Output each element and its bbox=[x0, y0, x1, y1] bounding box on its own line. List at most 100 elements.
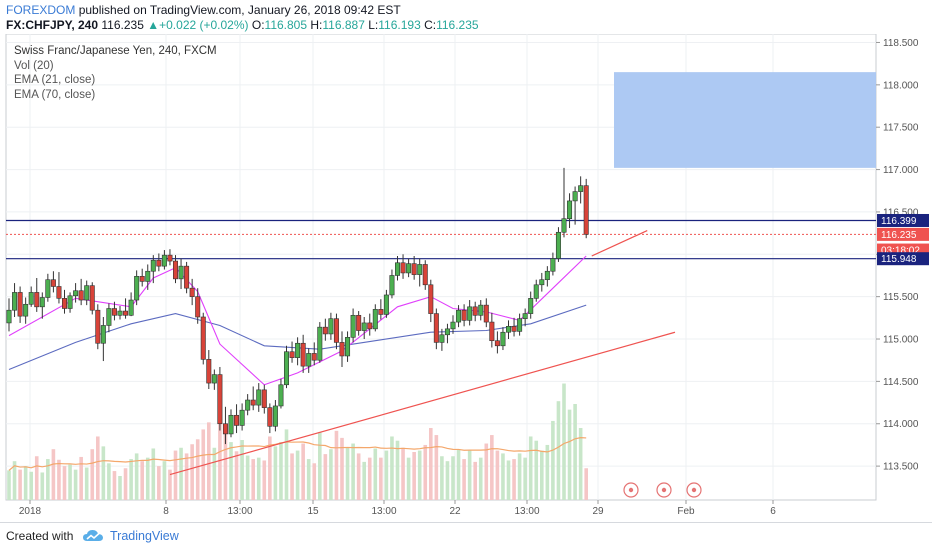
trendline-resistance[interactable] bbox=[591, 230, 648, 257]
candle bbox=[217, 366, 223, 431]
volume-bar bbox=[423, 444, 428, 500]
candle-body bbox=[178, 265, 184, 280]
change-value: +0.022 (+0.02%) bbox=[159, 18, 249, 32]
volume-bar bbox=[7, 470, 11, 500]
candle bbox=[261, 384, 267, 414]
volume-bar bbox=[401, 447, 405, 500]
candle bbox=[422, 260, 428, 290]
candle-body bbox=[500, 331, 506, 347]
target-zone-rect bbox=[614, 72, 876, 168]
candle bbox=[283, 345, 289, 389]
candle bbox=[200, 312, 206, 365]
candle bbox=[34, 278, 40, 312]
candle bbox=[439, 328, 445, 351]
candle-body bbox=[256, 389, 262, 406]
candle bbox=[300, 334, 306, 373]
volume-bar bbox=[567, 409, 572, 500]
candle bbox=[67, 292, 73, 313]
candle-body bbox=[394, 262, 400, 276]
candle-body bbox=[145, 270, 151, 282]
volume-bar bbox=[523, 457, 527, 500]
volume-bar bbox=[290, 453, 294, 500]
volume-bar bbox=[323, 454, 328, 500]
candle bbox=[272, 400, 278, 432]
candle-body bbox=[161, 254, 167, 267]
trendline-support[interactable] bbox=[169, 331, 676, 476]
volume-bar bbox=[23, 466, 28, 500]
candle bbox=[345, 331, 351, 362]
candle bbox=[406, 258, 412, 278]
candle-body bbox=[117, 310, 123, 316]
candle-body bbox=[50, 279, 56, 287]
volume-bar bbox=[467, 450, 472, 500]
candle-body bbox=[139, 276, 145, 282]
candle-body bbox=[450, 321, 456, 330]
candle-body bbox=[39, 297, 45, 308]
candle bbox=[517, 313, 523, 336]
candle bbox=[167, 249, 173, 266]
event-markers[interactable] bbox=[623, 482, 702, 498]
candle bbox=[583, 178, 589, 239]
legend-ema21[interactable]: EMA (21, close) bbox=[14, 74, 96, 86]
time-axis[interactable]: 2018 8 13:00 15 13:00 22 13:00 29 Feb 6 bbox=[19, 500, 776, 517]
chart-header: FOREXDOM published on TradingView.com, J… bbox=[0, 0, 932, 34]
candle bbox=[511, 317, 517, 337]
candle bbox=[306, 348, 312, 373]
candle bbox=[317, 322, 323, 363]
candle-body bbox=[328, 318, 334, 335]
close-label: C: bbox=[424, 18, 437, 32]
event-marker[interactable] bbox=[623, 482, 639, 498]
candle-body bbox=[522, 313, 528, 319]
event-marker[interactable] bbox=[656, 482, 672, 498]
volume-bar bbox=[145, 457, 150, 500]
volume-bar bbox=[134, 453, 139, 500]
candle bbox=[12, 283, 18, 317]
candle-body bbox=[272, 405, 278, 427]
candle bbox=[361, 316, 367, 340]
candle-body bbox=[222, 423, 228, 435]
price-chart[interactable]: 118.500118.000117.500117.000116.500116.0… bbox=[0, 34, 932, 522]
volume-bar bbox=[62, 466, 67, 500]
event-marker[interactable] bbox=[686, 482, 702, 498]
low-value: 116.193 bbox=[378, 18, 421, 32]
volume-bar bbox=[112, 471, 117, 500]
candle bbox=[56, 272, 62, 304]
candle-body bbox=[173, 260, 179, 280]
candle bbox=[572, 186, 578, 225]
candle-body bbox=[283, 351, 289, 386]
event-marker-dot bbox=[661, 487, 667, 493]
candle-body bbox=[561, 218, 567, 233]
candle bbox=[145, 264, 151, 290]
volume-bar bbox=[223, 426, 228, 500]
legend-volume[interactable]: Vol (20) bbox=[14, 59, 54, 72]
price-tick-label: 113.500 bbox=[883, 462, 919, 473]
volume-bar bbox=[218, 406, 222, 500]
candle-body bbox=[123, 310, 129, 316]
price-tick-label: 117.000 bbox=[883, 165, 919, 176]
legend-ema70[interactable]: EMA (70, close) bbox=[14, 88, 96, 101]
candle-body bbox=[45, 279, 51, 298]
grid bbox=[6, 34, 876, 500]
candle bbox=[228, 409, 234, 438]
author-link[interactable]: FOREXDOM bbox=[6, 3, 76, 17]
volume-bar bbox=[562, 383, 566, 500]
volume-bar bbox=[295, 450, 300, 500]
candle bbox=[417, 258, 423, 287]
candle bbox=[106, 303, 112, 333]
volume-bar bbox=[184, 453, 189, 500]
volume-bar bbox=[573, 404, 577, 500]
volume-bar bbox=[301, 443, 305, 500]
price-tag-box bbox=[877, 227, 929, 241]
price-tick-label: 115.500 bbox=[883, 292, 919, 303]
candle-body bbox=[300, 342, 306, 367]
tradingview-link[interactable]: TradingView bbox=[110, 529, 179, 543]
candle bbox=[184, 261, 190, 294]
candle bbox=[39, 292, 45, 319]
candle bbox=[456, 305, 462, 328]
candle bbox=[328, 312, 334, 340]
high-label: H: bbox=[310, 18, 323, 32]
candle-body bbox=[200, 316, 206, 360]
volume-bar bbox=[395, 440, 400, 500]
candle bbox=[550, 252, 556, 276]
candle-body bbox=[267, 407, 273, 427]
